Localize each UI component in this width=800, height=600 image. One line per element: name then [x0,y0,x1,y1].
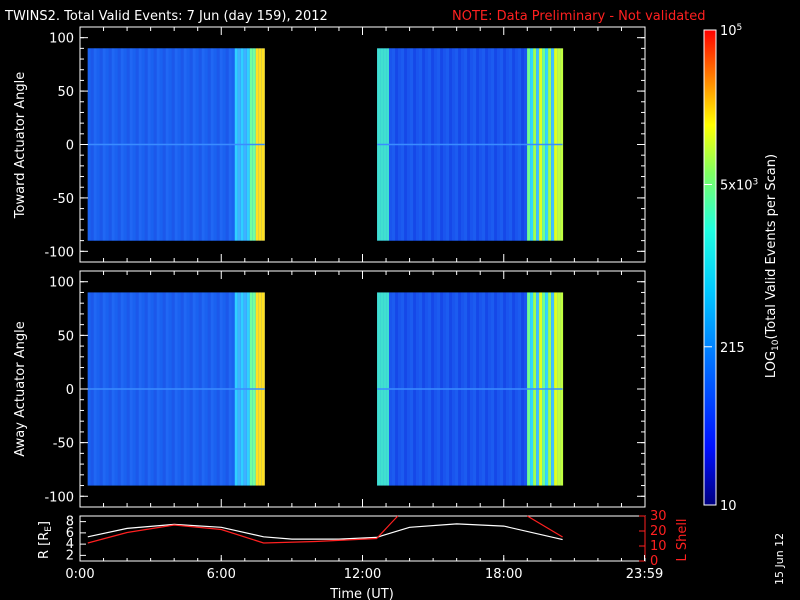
colorbar-label-rest: (Total Valid Events per Scan) [764,154,779,340]
colorbar-label-sub: 10 [771,339,781,351]
lshell-tick-label: 10 [650,539,667,554]
date-stamp: 15 Jun 12 [773,533,786,585]
y-tick-label: 50 [57,329,74,344]
y-tick-label: 100 [49,32,74,47]
r-tick-label: 8 [66,515,74,530]
x-tick-label: 23:59 [626,567,663,582]
colorbar [703,29,717,506]
r-label-main: R [R [37,532,52,559]
lshell-line [87,515,399,544]
colorbar-ticks: 10 215 5x103 105 [704,23,758,514]
y-tick-label: 100 [49,276,74,291]
colorbar-tick-label: 5x103 [720,177,758,193]
colorbar-tick-label: 215 [720,341,745,356]
y-tick-label: -100 [44,245,74,260]
colorbar-tick-label: 105 [720,23,742,39]
x-axis-label: Time (UT) [329,587,394,600]
y-tick-label: -50 [53,437,74,452]
x-tick-label: 18:00 [485,567,522,582]
colorbar-label-main: LOG [764,351,779,378]
plot-title: TWINS2. Total Valid Events: 7 Jun (day 1… [4,9,328,24]
preliminary-note: NOTE: Data Preliminary - Not validated [452,9,706,24]
x-tick-label: 12:00 [344,567,381,582]
r-tick-label: 4 [66,537,74,552]
colorbar-tick-label: 10 [720,499,737,514]
colorbar-label: LOG10(Total Valid Events per Scan) [764,154,781,378]
y-tick-label: 50 [57,85,74,100]
x-tick-label: 6:00 [207,567,236,582]
r-tick-label: 6 [66,526,74,541]
middle-y-label: Away Actuator Angle [13,321,28,456]
r-axis-label: R [RE] [37,521,54,559]
y-tick-label: -50 [53,192,74,207]
r-distance-line [87,523,563,541]
middle-heatmap [87,292,564,486]
r-tick-label: 2 [66,548,74,563]
middle-y-axis: 100 50 0 -50 -100 [44,271,646,507]
top-heatmap [87,48,564,241]
top-y-label: Toward Actuator Angle [13,72,28,219]
r-label-close: ] [37,521,52,526]
lshell-tick-label: 20 [650,524,667,539]
lshell-axis-label: L Shell [675,518,690,561]
r-label-sub: E [44,526,54,532]
y-tick-label: 0 [66,383,74,398]
y-tick-label: 0 [66,139,74,154]
top-y-axis: 100 50 0 -50 -100 [44,27,646,262]
ephemeris-lines [87,515,563,544]
lshell-line-2 [526,515,563,538]
lshell-tick-label: 0 [650,554,658,569]
y-tick-label: -100 [44,490,74,505]
lshell-tick-label: 30 [650,509,667,524]
x-tick-label: 0:00 [65,567,94,582]
